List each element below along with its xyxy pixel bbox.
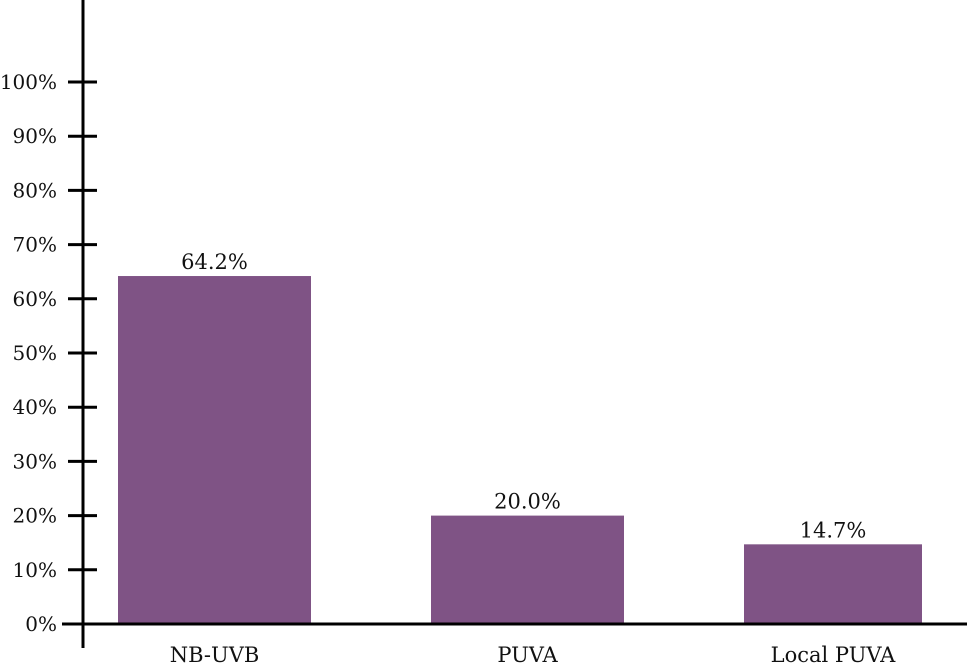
- category-labels: NB-UVB PUVA Local PUVA: [170, 643, 896, 665]
- y-tick-label: 40%: [13, 395, 57, 419]
- y-tick-label: 100%: [0, 70, 57, 94]
- y-tick-label: 60%: [13, 287, 57, 311]
- bar-local-puva: [744, 544, 922, 624]
- y-tick-label: 20%: [13, 504, 57, 528]
- y-tick-label: 70%: [13, 233, 57, 257]
- y-tick-label: 0%: [25, 612, 57, 636]
- category-label: PUVA: [497, 643, 558, 665]
- data-label: 14.7%: [800, 518, 867, 542]
- data-labels: 64.2% 20.0% 14.7%: [181, 250, 866, 542]
- data-label: 20.0%: [494, 490, 561, 514]
- y-tick-label: 80%: [13, 178, 57, 202]
- bars: [118, 276, 922, 624]
- category-label: NB-UVB: [170, 643, 260, 665]
- y-tick-label: 30%: [13, 449, 57, 473]
- y-tick-label: 90%: [13, 124, 57, 148]
- bar-puva: [431, 515, 624, 624]
- y-tick-label: 10%: [13, 558, 57, 582]
- category-label: Local PUVA: [771, 643, 896, 665]
- y-tick-label: 50%: [13, 341, 57, 365]
- bar-nb-uvb: [118, 276, 311, 624]
- data-label: 64.2%: [181, 250, 248, 274]
